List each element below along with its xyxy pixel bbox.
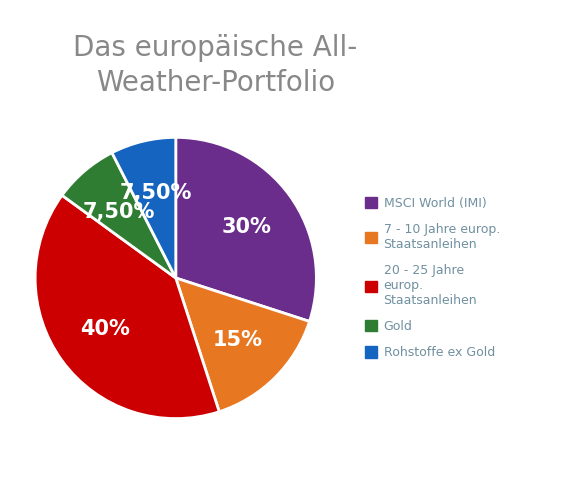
Wedge shape xyxy=(112,137,176,278)
Text: 15%: 15% xyxy=(213,330,263,350)
Wedge shape xyxy=(176,137,316,321)
Text: 7,50%: 7,50% xyxy=(119,183,192,203)
Wedge shape xyxy=(62,153,176,278)
Wedge shape xyxy=(176,278,310,412)
Text: 30%: 30% xyxy=(221,217,271,237)
Text: Das europäische All-
Weather-Portfolio: Das europäische All- Weather-Portfolio xyxy=(73,34,358,97)
Legend: MSCI World (IMI), 7 - 10 Jahre europ.
Staatsanleihen, 20 - 25 Jahre
europ.
Staat: MSCI World (IMI), 7 - 10 Jahre europ. St… xyxy=(365,197,500,359)
Text: 40%: 40% xyxy=(81,319,130,339)
Text: 7,50%: 7,50% xyxy=(83,202,155,222)
Wedge shape xyxy=(35,195,219,419)
